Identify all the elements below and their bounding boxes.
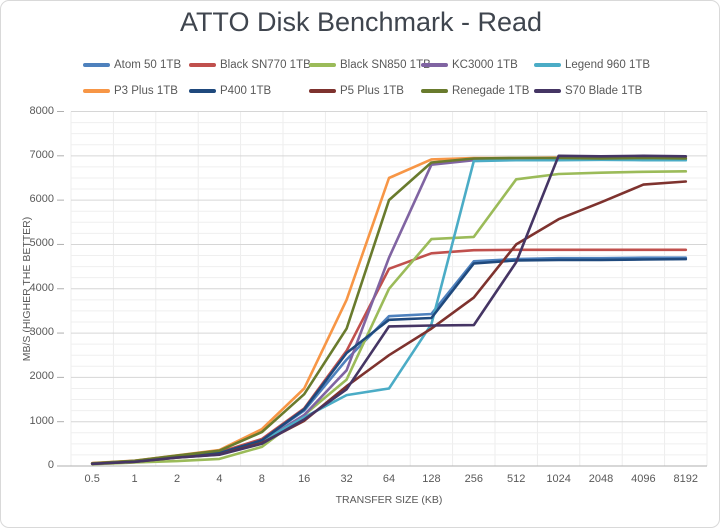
legend-swatch-icon [421, 88, 448, 94]
legend-label: Atom 50 1TB [114, 59, 182, 71]
legend-swatch-icon [83, 62, 110, 68]
legend-item: Atom 50 1TB [83, 59, 189, 71]
x-tick-label: 2 [173, 473, 181, 485]
legend-item: P3 Plus 1TB [83, 85, 189, 97]
y-axis-title: MB/S (HIGHER THE BETTER) [21, 216, 33, 362]
y-tick-label: 0 [47, 459, 54, 471]
legend-item: Renegade 1TB [421, 85, 534, 97]
x-tick-label: 256 [464, 473, 483, 485]
legend-item: P5 Plus 1TB [309, 85, 421, 97]
x-tick-label: 16 [298, 473, 311, 485]
legend-item: P400 1TB [189, 85, 309, 97]
legend-label: Black SN770 1TB [220, 59, 311, 71]
legend-label: S70 Blade 1TB [565, 85, 643, 97]
x-tick-label: 512 [507, 473, 526, 485]
legend-item: Legend 960 1TB [534, 59, 654, 71]
legend-swatch-icon [189, 62, 216, 68]
y-tick-label: 5000 [29, 237, 54, 250]
x-tick-label: 128 [422, 473, 441, 485]
y-tick-label: 7000 [29, 148, 54, 161]
y-tick-label: 2000 [29, 370, 54, 383]
legend-swatch-icon [534, 62, 561, 68]
legend-swatch-icon [534, 88, 561, 94]
x-tick-label: 64 [382, 473, 396, 485]
legend-item: Black SN850 1TB [309, 59, 431, 71]
legend-swatch-icon [309, 88, 336, 94]
y-tick-label: 6000 [29, 193, 54, 206]
x-tick-label: 1024 [546, 473, 571, 485]
legend-label: KC3000 1TB [452, 59, 518, 71]
legend: Atom 50 1TB Black SN770 1TB Black SN850 1T… [83, 52, 683, 104]
y-tick-label: 1000 [29, 414, 54, 427]
x-tick-label: 2048 [588, 473, 614, 485]
legend-label: P5 Plus 1TB [340, 85, 404, 97]
x-tick-label: 0.5 [84, 473, 100, 485]
series-line-black-sn850-1tb [90, 170, 688, 466]
y-tick-label: 8000 [29, 104, 54, 117]
legend-label: P400 1TB [220, 85, 272, 97]
y-tick-label: 4000 [29, 281, 54, 294]
legend-label: Legend 960 1TB [565, 59, 651, 71]
legend-label: P3 Plus 1TB [114, 85, 178, 97]
legend-swatch-icon [309, 62, 336, 68]
x-tick-label: 4096 [631, 473, 656, 485]
series-line-renegade-1tb [90, 156, 688, 465]
x-tick-label: 32 [340, 473, 353, 485]
legend-swatch-icon [189, 88, 216, 94]
x-tick-label: 8 [258, 473, 265, 485]
x-tick-label: 8192 [673, 473, 699, 485]
legend-item: KC3000 1TB [421, 59, 534, 71]
legend-item: Black SN770 1TB [189, 59, 311, 71]
legend-label: Renegade 1TB [452, 85, 530, 97]
x-tick-label: 1 [131, 473, 138, 485]
legend-label: Black SN850 1TB [340, 59, 431, 71]
legend-swatch-icon [83, 88, 110, 94]
x-axis-title: TRANSFER SIZE (KB) [335, 494, 443, 506]
x-tick-label: 4 [216, 473, 223, 485]
series-line-s70-blade-1tb [90, 154, 688, 466]
legend-swatch-icon [421, 62, 448, 68]
legend-item: S70 Blade 1TB [534, 85, 654, 97]
chart-title: ATTO Disk Benchmark - Read [179, 7, 543, 37]
y-tick-label: 3000 [29, 326, 54, 339]
